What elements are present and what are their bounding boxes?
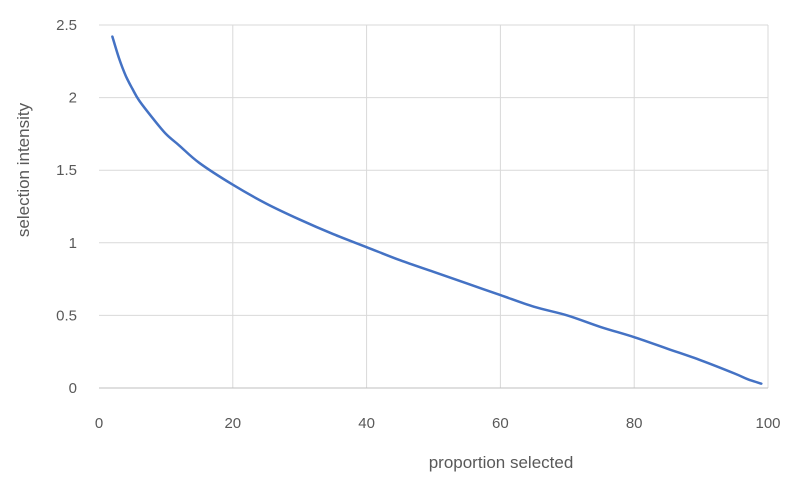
x-tick-label: 80 <box>626 415 643 432</box>
y-tick-label: 0.5 <box>56 307 77 324</box>
y-tick-label: 1 <box>69 235 77 252</box>
x-tick-label: 20 <box>224 415 241 432</box>
y-tick-label: 2.5 <box>56 17 77 34</box>
x-tick-label: 100 <box>755 415 780 432</box>
gridlines <box>99 24 769 388</box>
y-tick-label: 1.5 <box>56 162 77 179</box>
x-tick-label: 0 <box>95 415 103 432</box>
x-tick-label: 40 <box>358 415 375 432</box>
tick-labels: 0 0.5 1 1.5 2 2.5 0 20 40 60 80 100 <box>56 17 780 432</box>
selection-intensity-line <box>111 35 763 385</box>
series-layer <box>111 35 763 385</box>
y-tick-label: 2 <box>69 90 77 107</box>
x-tick-label: 60 <box>492 415 509 432</box>
x-axis-title: proportion selected <box>429 453 574 472</box>
y-tick-label: 0 <box>69 380 77 397</box>
y-axis-title: selection intensity <box>14 102 33 237</box>
